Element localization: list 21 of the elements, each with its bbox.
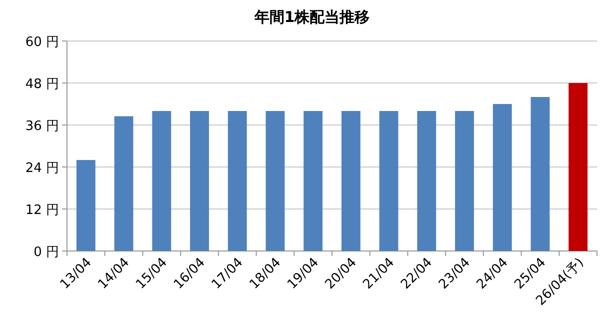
y-tick-label: 60 円 bbox=[25, 35, 59, 50]
bar bbox=[152, 111, 172, 251]
bar bbox=[76, 160, 96, 251]
bar bbox=[455, 111, 474, 251]
bar bbox=[341, 111, 360, 251]
bar bbox=[114, 116, 134, 251]
bar bbox=[568, 83, 588, 251]
y-tick-label: 24 円 bbox=[25, 161, 59, 176]
chart-title: 年間1株配当推移 bbox=[253, 8, 370, 26]
bar bbox=[304, 111, 323, 251]
y-tick-label: 0 円 bbox=[34, 245, 59, 260]
y-tick-label: 36 円 bbox=[25, 119, 59, 134]
bar bbox=[190, 111, 209, 251]
bar bbox=[492, 104, 512, 251]
bar bbox=[417, 111, 436, 251]
bar bbox=[379, 111, 398, 251]
y-tick-label: 12 円 bbox=[25, 203, 59, 218]
bar bbox=[266, 111, 285, 251]
bar bbox=[530, 97, 550, 251]
bar bbox=[228, 111, 247, 251]
y-tick-label: 48 円 bbox=[25, 77, 59, 92]
